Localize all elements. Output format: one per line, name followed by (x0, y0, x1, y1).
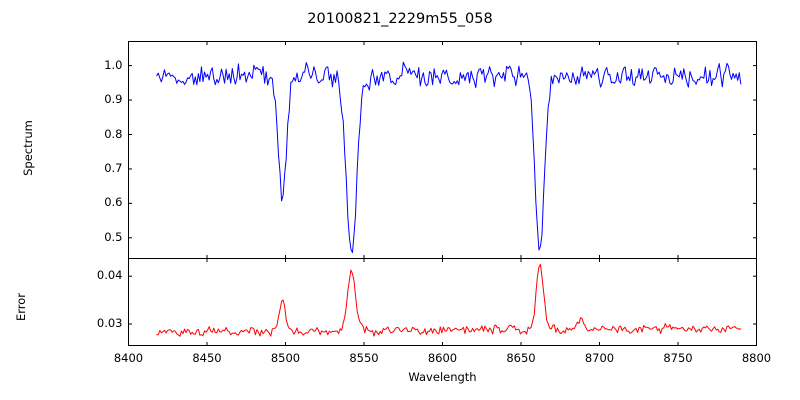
spectrum-tick-0.9: 0.9 (104, 92, 123, 107)
wavelength-tick-8750: 8750 (663, 350, 693, 365)
wavelength-tick-8450: 8450 (192, 350, 222, 365)
spectrum-line (156, 61, 742, 254)
error-line (156, 263, 742, 337)
wavelength-tick-8800: 8800 (741, 350, 772, 365)
wavelength-x-ticks (128, 41, 757, 346)
wavelength-tick-8550: 8550 (349, 350, 379, 365)
spectrum-axis-label: Spectrum (21, 120, 35, 176)
spectrum-y-ticks (128, 65, 757, 239)
spectrum-tick-1.0: 1.0 (104, 57, 123, 72)
spectrum-tick-0.5: 0.5 (104, 229, 123, 244)
wavelength-axis-label: Wavelength (408, 370, 477, 384)
wavelength-tick-8400: 8400 (113, 350, 144, 365)
error-y-ticks (128, 275, 757, 325)
spectrum-tick-0.7: 0.7 (104, 160, 123, 175)
error-tick-0.03: 0.03 (96, 315, 123, 330)
error-tick-0.04: 0.04 (96, 268, 123, 283)
spectrum-tick-0.8: 0.8 (104, 126, 123, 141)
wavelength-tick-8650: 8650 (506, 350, 536, 365)
wavelength-tick-8600: 8600 (427, 350, 458, 365)
wavelength-tick-8500: 8500 (270, 350, 301, 365)
page-title: 20100821_2229m55_058 (307, 11, 493, 27)
wavelength-tick-8700: 8700 (584, 350, 615, 365)
spectrum-tick-0.6: 0.6 (104, 195, 123, 210)
error-axis-label: Error (14, 292, 28, 322)
